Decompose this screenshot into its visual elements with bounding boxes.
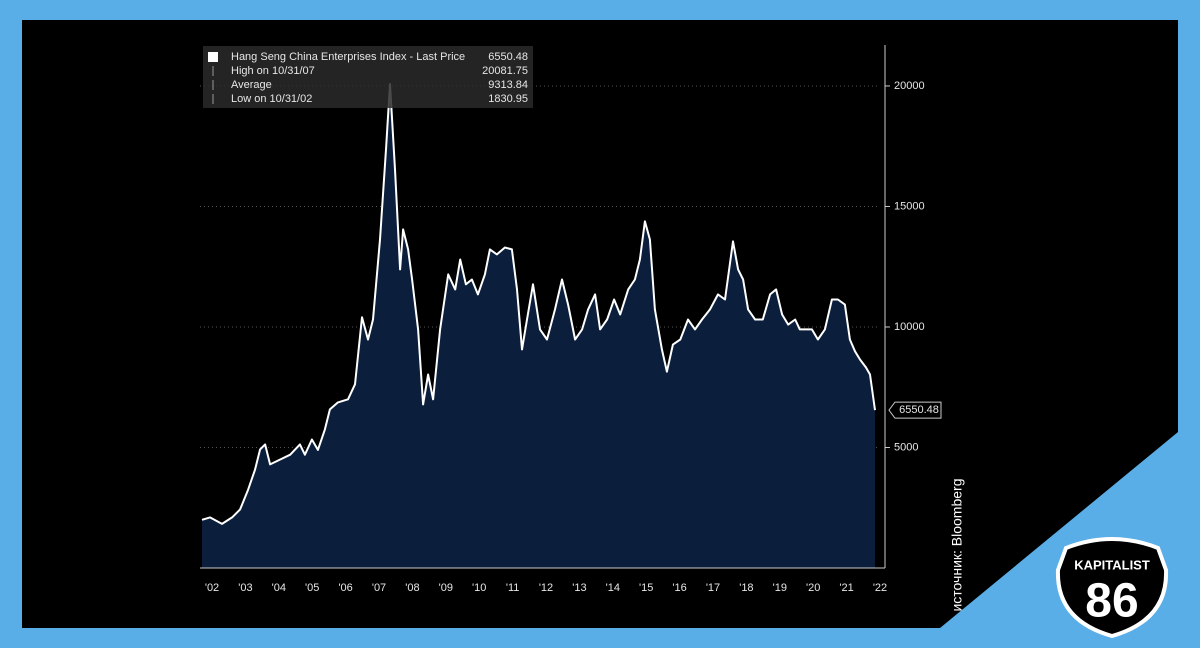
y-tick-label: 10000 — [894, 321, 925, 333]
x-tick-label: '05 — [305, 582, 319, 594]
legend-value: 9313.84 — [488, 79, 528, 91]
legend-box — [203, 46, 533, 108]
logo: KAPITALIST 86 — [1055, 537, 1169, 639]
y-tick-label: 20000 — [894, 80, 925, 92]
x-tick-label: '18 — [739, 582, 753, 594]
logo-shield — [1055, 537, 1169, 639]
x-tick-label: '19 — [773, 582, 787, 594]
legend-label: Hang Seng China Enterprises Index - Last… — [231, 51, 465, 63]
price-tag: 6550.48 — [899, 404, 939, 416]
x-tick-label: '20 — [806, 582, 820, 594]
x-tick-label: '03 — [238, 582, 252, 594]
x-tick-label: '10 — [472, 582, 486, 594]
legend-label: Low on 10/31/02 — [231, 93, 312, 105]
x-tick-label: '13 — [572, 582, 586, 594]
x-tick-label: '02 — [205, 582, 219, 594]
price-tag-bg — [888, 401, 942, 419]
legend-swatch — [208, 52, 218, 62]
y-tick-label: 5000 — [894, 441, 918, 453]
y-tick-label: 15000 — [894, 200, 925, 212]
line — [201, 83, 876, 525]
x-tick-label: '06 — [338, 582, 352, 594]
legend-value: 1830.95 — [488, 93, 528, 105]
logo-name: KAPITALIST — [1074, 557, 1150, 572]
legend-label: Average — [231, 79, 272, 91]
x-tick-label: '17 — [706, 582, 720, 594]
x-tick-label: '09 — [439, 582, 453, 594]
x-tick-label: '04 — [272, 582, 286, 594]
x-tick-label: '11 — [506, 582, 520, 594]
legend-label: High on 10/31/07 — [231, 65, 315, 77]
x-tick-label: '08 — [405, 582, 419, 594]
x-tick-label: '21 — [839, 582, 853, 594]
plot: 5000 10000 15000 20000 6550.48 '02 '03 '04 '05 '0… — [200, 45, 942, 594]
x-tick-label: '07 — [372, 582, 386, 594]
legend-value: 20081.75 — [482, 65, 528, 77]
source: источник: Bloomberg — [949, 478, 965, 611]
legend-value: 6550.48 — [488, 51, 528, 63]
x-tick-label: '12 — [539, 582, 553, 594]
legend: Hang Seng China Enterprises Index - Last… — [208, 51, 528, 105]
x-tick-label: '16 — [672, 582, 686, 594]
logo-number: 86 — [1085, 575, 1138, 628]
x-tick-label: '15 — [639, 582, 653, 594]
x-tick-label: '22 — [873, 582, 887, 594]
x-tick-label: '14 — [606, 582, 620, 594]
